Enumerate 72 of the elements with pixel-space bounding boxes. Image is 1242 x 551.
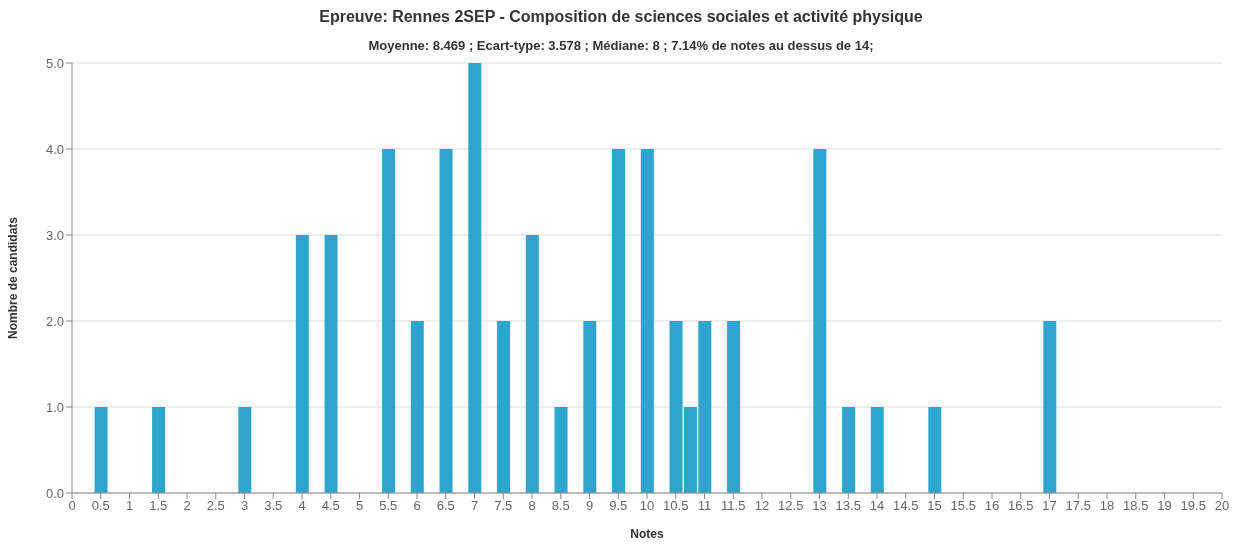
x-tick-label: 10	[639, 498, 655, 514]
x-tick-label: 8.5	[551, 498, 570, 514]
x-tick-label: 9	[585, 498, 594, 514]
x-tick-label: 11	[697, 498, 712, 514]
bar	[640, 149, 654, 493]
y-tick-label: 5.0	[45, 55, 64, 71]
y-tick-label: 2.0	[45, 313, 64, 329]
x-tick-label: 7	[470, 498, 479, 514]
x-tick-label: 12.5	[778, 498, 804, 514]
x-tick-label: 17	[1042, 498, 1057, 514]
x-tick-label: 20	[1214, 498, 1230, 514]
x-tick-label: 15	[927, 498, 942, 514]
bar	[238, 407, 252, 493]
y-axis-title: Nombre de candidats	[6, 216, 21, 340]
x-tick-label: 5	[355, 498, 364, 514]
x-tick-label: 1.5	[149, 498, 168, 514]
x-tick-label: 4	[298, 498, 306, 514]
y-tick-label: 3.0	[45, 227, 64, 243]
x-tick-label: 2	[183, 498, 191, 514]
bar	[324, 235, 338, 493]
bar	[468, 63, 482, 493]
bar	[928, 407, 942, 493]
x-tick-label: 2.5	[206, 498, 225, 514]
x-tick-label: 8	[528, 498, 536, 514]
x-tick-label: 11.5	[721, 498, 746, 514]
x-tick-label: 18	[1099, 498, 1115, 514]
y-tick-label: 4.0	[45, 141, 64, 157]
chart-title: Epreuve: Rennes 2SEP - Composition de sciences sociales et activité physique	[318, 8, 924, 26]
x-tick-label: 19.5	[1180, 498, 1206, 514]
bar	[842, 407, 856, 493]
bar	[612, 149, 626, 493]
bar	[497, 321, 511, 493]
bar	[727, 321, 741, 493]
bar	[382, 149, 396, 493]
x-axis-title: Notes	[630, 527, 664, 541]
x-tick-label: 6.5	[436, 498, 455, 514]
chart-subtitle: Moyenne: 8.469 ; Ecart-type: 3.578 ; Médiane: 8 ; 7.14% de notes au dessus de 14;	[367, 38, 875, 53]
x-tick-label: 14.5	[893, 498, 919, 514]
bar	[870, 407, 884, 493]
bar	[1043, 321, 1057, 493]
x-tick-label: 10.5	[663, 498, 689, 514]
bar	[583, 321, 597, 493]
bar	[439, 149, 453, 493]
x-tick-label: 12	[754, 498, 770, 514]
x-tick-label: 6	[413, 498, 421, 514]
bar	[554, 407, 568, 493]
x-tick-label: 15.5	[950, 498, 976, 514]
x-tick-label: 4.5	[321, 498, 340, 514]
x-tick-label: 1	[125, 498, 134, 514]
x-tick-label: 17.5	[1065, 498, 1091, 514]
y-tick-label: 1.0	[45, 399, 64, 415]
x-tick-label: 5.5	[379, 498, 398, 514]
x-tick-label: 18.5	[1123, 498, 1149, 514]
x-tick-label: 0.5	[91, 498, 110, 514]
x-tick-label: 16.5	[1008, 498, 1034, 514]
x-tick-label: 19	[1157, 498, 1172, 514]
bar	[94, 407, 108, 493]
x-tick-label: 3	[240, 498, 249, 514]
x-tick-label: 3.5	[264, 498, 283, 514]
x-tick-label: 9.5	[609, 498, 628, 514]
y-tick-label: 0.0	[45, 485, 64, 501]
x-tick-label: 13.5	[835, 498, 861, 514]
bar	[410, 321, 424, 493]
x-tick-label: 0	[68, 498, 76, 514]
bar	[525, 235, 539, 493]
x-tick-label: 7.5	[494, 498, 513, 514]
bar	[813, 149, 827, 493]
x-tick-label: 16	[984, 498, 1000, 514]
bar	[295, 235, 309, 493]
x-tick-label: 13	[812, 498, 827, 514]
x-tick-label: 14	[869, 498, 885, 514]
bar	[152, 407, 166, 493]
